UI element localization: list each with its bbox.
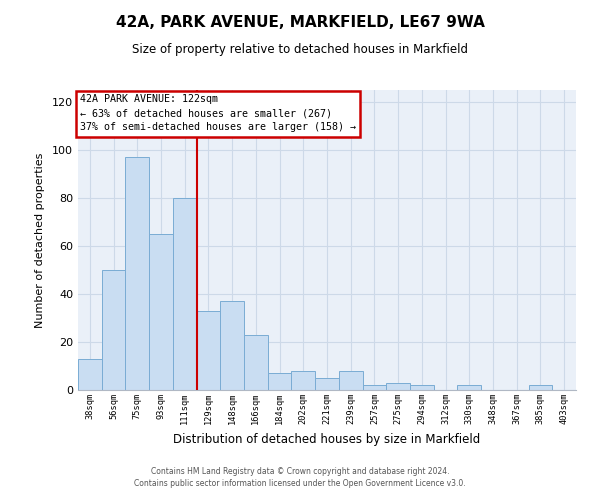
Bar xyxy=(315,378,339,390)
Bar xyxy=(362,385,386,390)
Text: Size of property relative to detached houses in Markfield: Size of property relative to detached ho… xyxy=(132,42,468,56)
Bar xyxy=(529,385,552,390)
Bar xyxy=(173,198,197,390)
Y-axis label: Number of detached properties: Number of detached properties xyxy=(35,152,45,328)
Bar xyxy=(149,234,173,390)
X-axis label: Distribution of detached houses by size in Markfield: Distribution of detached houses by size … xyxy=(173,432,481,446)
Bar xyxy=(410,385,434,390)
Bar xyxy=(339,371,362,390)
Bar xyxy=(125,157,149,390)
Bar xyxy=(386,383,410,390)
Bar xyxy=(102,270,125,390)
Bar xyxy=(78,359,102,390)
Bar xyxy=(292,371,315,390)
Bar xyxy=(244,335,268,390)
Text: Contains HM Land Registry data © Crown copyright and database right 2024.
Contai: Contains HM Land Registry data © Crown c… xyxy=(134,466,466,487)
Bar xyxy=(268,373,292,390)
Bar xyxy=(197,311,220,390)
Text: 42A, PARK AVENUE, MARKFIELD, LE67 9WA: 42A, PARK AVENUE, MARKFIELD, LE67 9WA xyxy=(116,15,484,30)
Text: 42A PARK AVENUE: 122sqm
← 63% of detached houses are smaller (267)
37% of semi-d: 42A PARK AVENUE: 122sqm ← 63% of detache… xyxy=(80,94,356,132)
Bar xyxy=(457,385,481,390)
Bar xyxy=(220,301,244,390)
